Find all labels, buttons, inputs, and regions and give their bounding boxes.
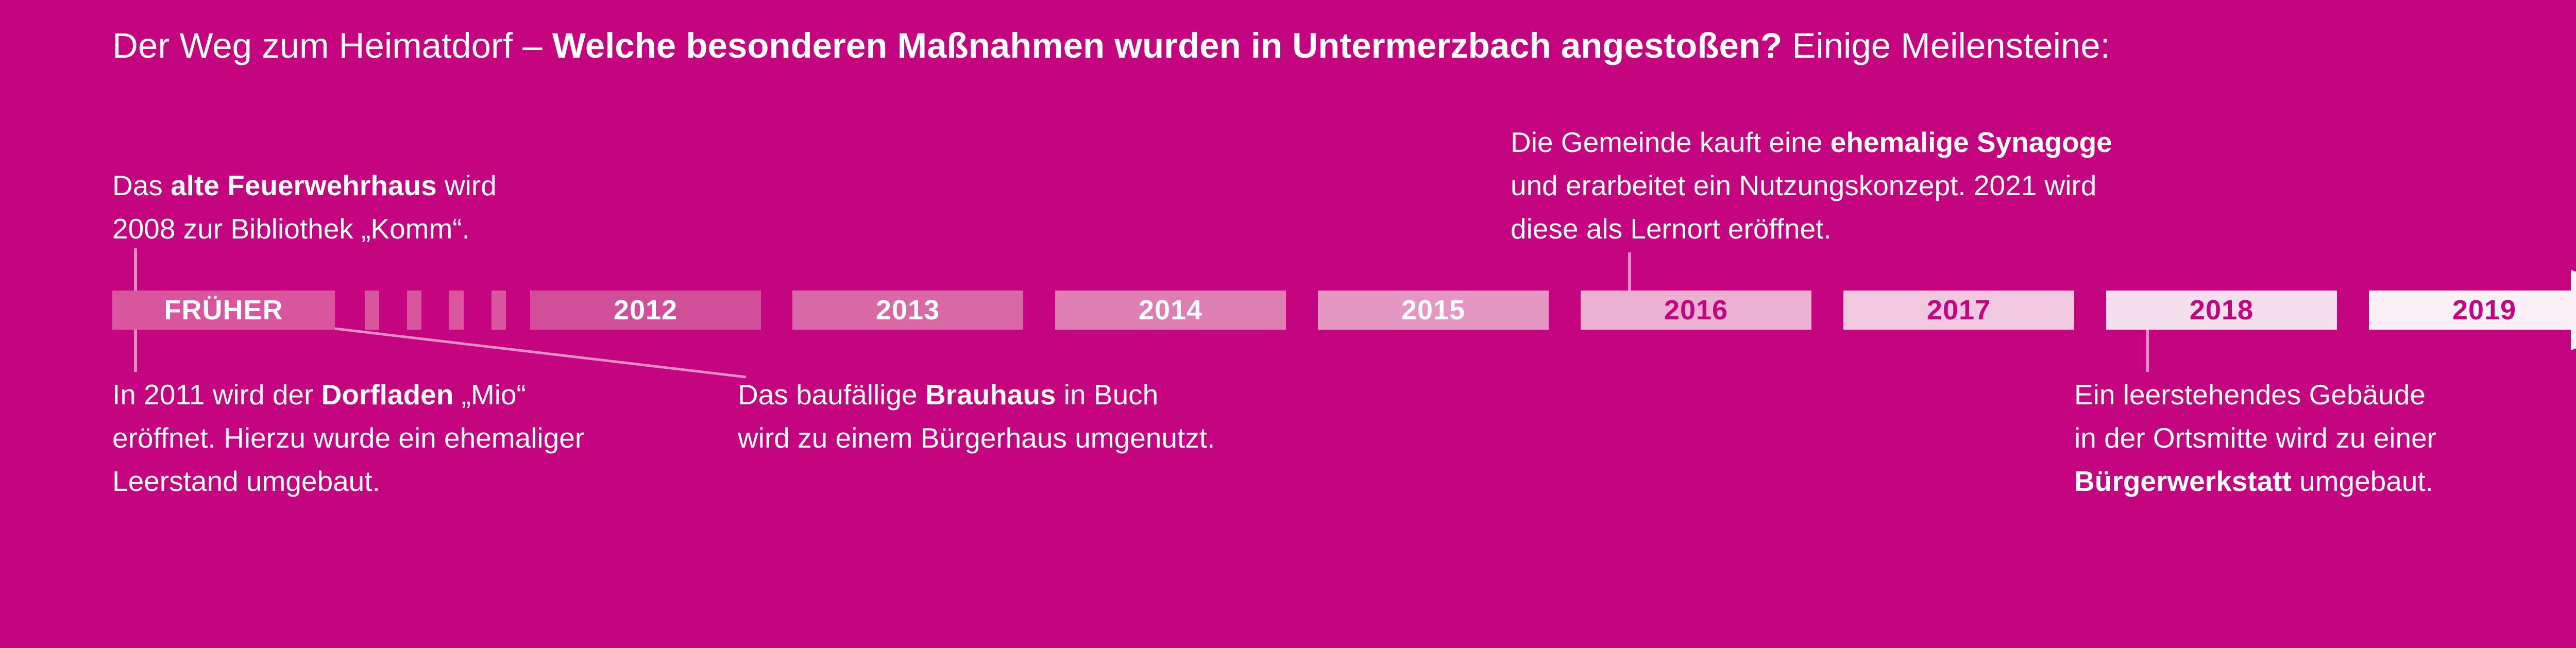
note-text: Das baufällige	[738, 379, 925, 411]
note-line: in der Ortsmitte wird zu einer	[2074, 422, 2436, 454]
note-line: diese als Lernort eröffnet.	[1511, 213, 1832, 245]
timeline-label: 2012	[613, 295, 678, 326]
timeline-label: 2014	[1138, 295, 1203, 326]
note-brauhaus: Das baufällige Brauhaus in Buch wird zu …	[738, 373, 1215, 459]
note-synagoge: Die Gemeinde kauft eine ehemalige Synago…	[1511, 121, 2112, 250]
timeline-gap-marker	[365, 291, 379, 330]
note-text: Das	[112, 169, 171, 201]
note-line: 2008 zur Bibliothek „Komm“.	[112, 213, 470, 245]
timeline-label: 2018	[2189, 295, 2254, 326]
timeline-segment-2016: 2016	[1581, 291, 1811, 330]
timeline-label: 2016	[1664, 295, 1728, 326]
note-buergerwerkstatt: Ein leerstehendes Gebäude in der Ortsmit…	[2074, 373, 2436, 503]
note-text: wird	[436, 169, 497, 201]
page-title: Der Weg zum Heimatdorf – Welche besonder…	[112, 25, 2110, 67]
timeline-segment-2014: 2014	[1055, 291, 1286, 330]
timeline-gap-marker	[492, 291, 506, 330]
timeline-segment-2015: 2015	[1318, 291, 1549, 330]
timeline-segment-2017: 2017	[1843, 291, 2074, 330]
note-line: Ein leerstehendes Gebäude	[2074, 379, 2426, 411]
timeline-segment-2019: 2019	[2369, 291, 2576, 330]
note-text: „Mio“	[453, 379, 526, 411]
note-text: in Buch	[1056, 379, 1159, 411]
title-suffix: Einige Meilensteine:	[1782, 26, 2110, 65]
note-text: umgebaut.	[2291, 465, 2433, 497]
timeline-label: 2017	[1926, 295, 1991, 326]
timeline-gap-marker	[449, 291, 464, 330]
note-line: Leerstand umgebaut.	[112, 465, 380, 497]
note-line: und erarbeitet ein Nutzungskonzept. 2021…	[1511, 169, 2097, 201]
note-line: Bürgerwerkstatt umgebaut.	[2074, 459, 2436, 503]
note-highlight: Brauhaus	[925, 379, 1056, 411]
timeline-segment-frueher: FRÜHER	[112, 291, 335, 330]
note-line: eröffnet. Hierzu wurde ein ehemaliger	[112, 422, 585, 454]
title-prefix: Der Weg zum Heimatdorf –	[112, 26, 552, 65]
note-line: In 2011 wird der Dorfladen „Mio“	[112, 373, 584, 416]
note-dorfladen: In 2011 wird der Dorfladen „Mio“ eröffne…	[112, 373, 584, 503]
timeline-label: FRÜHER	[164, 295, 283, 326]
timeline-label: 2015	[1401, 295, 1466, 326]
note-highlight: alte Feuerwehrhaus	[171, 169, 437, 201]
timeline-gap-marker	[407, 291, 421, 330]
note-highlight: Dorfladen	[321, 379, 454, 411]
timeline-segment-2012: 2012	[530, 291, 761, 330]
timeline-segment-2018: 2018	[2106, 291, 2337, 330]
note-feuerwehrhaus: Das alte Feuerwehrhaus wird 2008 zur Bib…	[112, 164, 497, 250]
timeline-arrow-2019	[2369, 270, 2576, 350]
note-line: Das baufällige Brauhaus in Buch	[738, 373, 1215, 416]
timeline-label: 2019	[2452, 295, 2517, 326]
timeline-segment-2013: 2013	[792, 291, 1023, 330]
note-highlight: Bürgerwerkstatt	[2074, 465, 2292, 497]
timeline-label: 2013	[875, 295, 940, 326]
note-highlight: ehemalige Synagoge	[1830, 126, 2112, 158]
note-text: Die Gemeinde kauft eine	[1511, 126, 1831, 158]
note-line: Das alte Feuerwehrhaus wird	[112, 164, 497, 207]
note-line: Die Gemeinde kauft eine ehemalige Synago…	[1511, 121, 2112, 164]
note-text: In 2011 wird der	[112, 379, 321, 411]
connector-brauhaus	[309, 324, 747, 379]
note-line: wird zu einem Bürgerhaus umgenutzt.	[738, 422, 1215, 454]
title-question: Welche besonderen Maßnahmen wurden in Un…	[552, 26, 1783, 65]
